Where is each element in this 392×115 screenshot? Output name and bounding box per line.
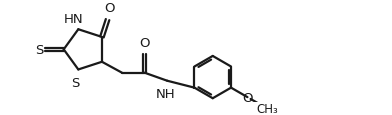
Text: CH₃: CH₃ — [256, 102, 278, 115]
Text: S: S — [35, 43, 44, 56]
Text: HN: HN — [64, 13, 84, 26]
Text: O: O — [139, 37, 150, 50]
Text: NH: NH — [156, 87, 175, 100]
Text: O: O — [104, 2, 114, 15]
Text: O: O — [243, 91, 253, 104]
Text: S: S — [71, 76, 80, 89]
